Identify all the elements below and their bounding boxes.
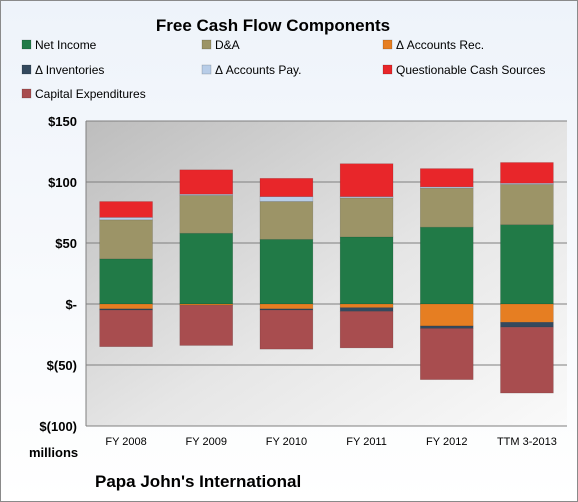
legend-swatch: [382, 39, 393, 50]
bar-segment: [179, 304, 234, 346]
bars: [99, 162, 554, 394]
y-unit-label: millions: [29, 445, 78, 460]
bar-segment: [259, 309, 314, 350]
legend-label: Δ Inventories: [35, 63, 104, 77]
bar-segment: [179, 169, 234, 195]
bar-segment: [99, 219, 153, 260]
bar-segment: [179, 195, 234, 234]
legend-label: Net Income: [35, 38, 97, 52]
bar-segment: [419, 303, 474, 327]
bar-segment: [179, 232, 234, 305]
y-tick-label: $(50): [47, 358, 77, 373]
x-tick-label: FY 2008: [105, 436, 146, 448]
legend-swatch: [201, 64, 212, 75]
plot-area: [86, 121, 567, 426]
bar-segment: [419, 328, 474, 380]
bar-segment: [99, 309, 153, 348]
bar-segment: [339, 163, 394, 197]
bar-segment: [259, 196, 314, 202]
chart-title: Free Cash Flow Components: [156, 16, 390, 35]
legend: Net Income D&A Δ Accounts Rec. Δ Inventorie…: [21, 38, 545, 101]
x-tick-label: FY 2010: [266, 436, 307, 448]
legend-label: Capital Expenditures: [35, 87, 146, 101]
bar-segment: [500, 184, 554, 226]
bar-segment: [99, 201, 153, 218]
axes: $150 $100 $50 $- $(50) $(100) FY 2008 FY 2009 FY…: [39, 114, 556, 448]
bar-segment: [259, 239, 314, 305]
bar-segment: [419, 168, 474, 188]
bar-segment: [500, 224, 554, 305]
y-tick-label: $50: [55, 236, 77, 251]
bar-segment: [419, 187, 474, 228]
x-tick-label: TTM 3-2013: [497, 436, 557, 448]
bar-segment: [339, 311, 394, 349]
gridlines: [86, 120, 567, 427]
bar-segment: [259, 201, 314, 240]
legend-label: Δ Accounts Rec.: [396, 38, 484, 52]
bar-segment: [339, 303, 394, 308]
y-tick-label: $-: [65, 297, 77, 312]
legend-swatch: [21, 64, 32, 75]
bar-segment: [99, 258, 153, 305]
company-name: Papa John's International: [95, 472, 301, 491]
bar-segment: [339, 197, 394, 238]
legend-swatch: [21, 88, 32, 99]
legend-label: D&A: [215, 38, 240, 52]
x-tick-label: FY 2012: [426, 436, 467, 448]
bar-segment: [500, 162, 554, 184]
legend-swatch: [21, 39, 32, 50]
y-tick-label: $100: [48, 175, 77, 190]
bar-segment: [500, 321, 554, 328]
bar-segment: [259, 303, 314, 310]
bar-segment: [259, 178, 314, 197]
y-tick-label: $(100): [39, 419, 77, 434]
bar-segment: [339, 236, 394, 305]
bar-segment: [500, 326, 554, 394]
bar-segment: [339, 307, 394, 312]
bar-segment: [99, 303, 153, 310]
bar-segment: [500, 303, 554, 323]
legend-swatch: [201, 39, 212, 50]
bar-segment: [419, 226, 474, 305]
x-tick-label: FY 2009: [186, 436, 227, 448]
y-tick-label: $150: [48, 114, 77, 129]
x-tick-label: FY 2011: [346, 436, 387, 448]
bar-segment: [99, 217, 153, 221]
legend-label: Questionable Cash Sources: [396, 63, 545, 77]
legend-label: Δ Accounts Pay.: [215, 63, 302, 77]
bar-segment: [419, 325, 474, 329]
legend-swatch: [382, 64, 393, 75]
